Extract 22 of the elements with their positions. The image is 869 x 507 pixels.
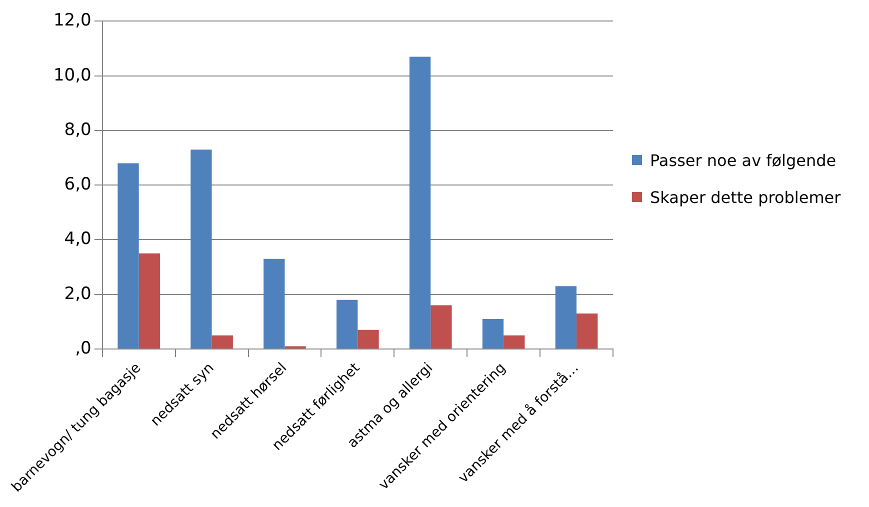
bar	[190, 150, 212, 348]
y-tick-label: 10,0	[53, 65, 92, 86]
y-tick-label: ,0	[75, 338, 92, 358]
bar	[264, 258, 285, 348]
bar	[138, 253, 160, 348]
legend-label: Passer noe av følgende	[650, 150, 836, 170]
bar	[358, 330, 379, 348]
bar	[409, 56, 431, 348]
bar	[430, 305, 452, 348]
y-tick-label: 2,0	[64, 284, 92, 304]
y-tick-label: 12,0	[53, 10, 92, 31]
bar	[212, 335, 233, 348]
bar	[555, 286, 577, 348]
bar	[576, 313, 598, 348]
y-tick-label: 8,0	[64, 120, 92, 140]
y-tick-label: 6,0	[64, 174, 92, 195]
bar	[482, 318, 504, 348]
legend-label: Skaper dette problemer	[650, 188, 841, 206]
bar	[336, 300, 358, 348]
y-tick-label: 4,0	[64, 229, 92, 250]
bar	[118, 163, 139, 348]
bar	[504, 335, 525, 348]
